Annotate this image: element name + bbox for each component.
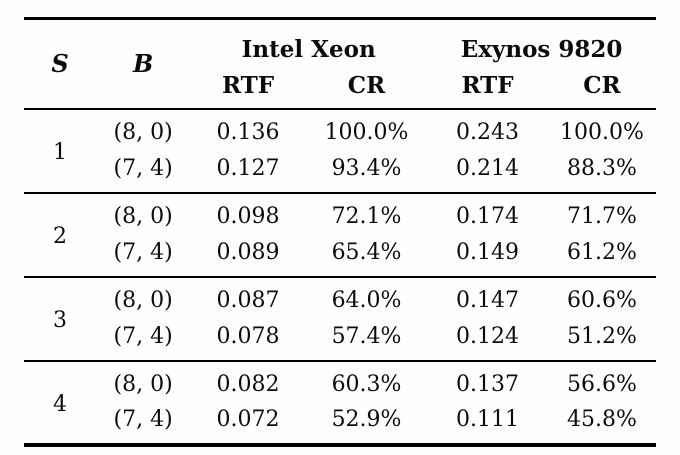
exynos-rtf-value: 0.147 <box>456 287 520 313</box>
table-header: S B Intel Xeon Exynos 9820 RTF CR RTF CR <box>24 19 656 109</box>
exynos-rtf-value: 0.174 <box>456 203 520 229</box>
xeon-rtf-value: 0.098 <box>216 203 280 229</box>
b-value: (8, 0) <box>113 203 173 229</box>
exynos-rtf-value: 0.243 <box>456 119 520 145</box>
exynos-cr-value: 51.2% <box>567 323 637 349</box>
s-value: 4 <box>53 391 68 417</box>
results-table: S B Intel Xeon Exynos 9820 RTF CR RTF CR… <box>24 17 656 447</box>
group-s1: 1 (8, 0) 0.136 100.0% 0.243 100.0% (7, 4… <box>24 109 656 193</box>
xeon-cr-value: 93.4% <box>331 155 402 181</box>
s-value: 3 <box>53 308 68 334</box>
exynos-rtf-value: 0.124 <box>456 323 520 349</box>
column-group-intel-xeon: Intel Xeon <box>241 36 376 64</box>
b-value: (8, 0) <box>113 119 173 145</box>
s-value: 1 <box>53 140 68 166</box>
b-value: (7, 4) <box>113 323 173 349</box>
xeon-rtf-value: 0.082 <box>216 371 280 397</box>
column-header-exynos-rtf: RTF <box>461 72 514 99</box>
table-row: (7, 4) 0.078 57.4% 0.124 51.2% <box>24 319 656 361</box>
exynos-cr-value: 100.0% <box>560 119 644 145</box>
table-row: (7, 4) 0.127 93.4% 0.214 88.3% <box>24 151 656 193</box>
table-row: 1 (8, 0) 0.136 100.0% 0.243 100.0% <box>24 109 656 166</box>
table-row: 3 (8, 0) 0.087 64.0% 0.147 60.6% <box>24 277 656 334</box>
xeon-cr-value: 57.4% <box>331 323 402 349</box>
exynos-rtf-value: 0.149 <box>456 239 520 265</box>
xeon-rtf-value: 0.072 <box>216 407 280 433</box>
xeon-cr-value: 52.9% <box>331 407 402 433</box>
xeon-cr-value: 64.0% <box>331 287 402 313</box>
xeon-rtf-value: 0.078 <box>216 323 280 349</box>
column-header-b: B <box>132 49 154 79</box>
b-value: (8, 0) <box>113 371 173 397</box>
group-s4: 4 (8, 0) 0.082 60.3% 0.137 56.6% (7, 4) … <box>24 361 656 445</box>
xeon-rtf-value: 0.089 <box>216 239 280 265</box>
b-value: (7, 4) <box>113 155 173 181</box>
column-header-xeon-rtf: RTF <box>221 72 275 99</box>
column-header-exynos-cr: CR <box>583 72 621 99</box>
column-group-exynos-9820: Exynos 9820 <box>460 36 623 64</box>
table-row: 4 (8, 0) 0.082 60.3% 0.137 56.6% <box>24 361 656 417</box>
exynos-cr-value: 88.3% <box>567 155 637 181</box>
exynos-cr-value: 60.6% <box>567 287 637 313</box>
group-s3: 3 (8, 0) 0.087 64.0% 0.147 60.6% (7, 4) … <box>24 277 656 361</box>
exynos-rtf-value: 0.137 <box>456 371 520 397</box>
b-value: (7, 4) <box>113 407 173 433</box>
exynos-cr-value: 56.6% <box>567 371 637 397</box>
exynos-rtf-value: 0.111 <box>456 407 520 433</box>
exynos-cr-value: 61.2% <box>567 239 637 265</box>
exynos-cr-value: 71.7% <box>567 203 637 229</box>
xeon-cr-value: 100.0% <box>324 119 409 145</box>
table-row: (7, 4) 0.089 65.4% 0.149 61.2% <box>24 235 656 277</box>
column-header-s: S <box>51 49 69 79</box>
xeon-cr-value: 72.1% <box>331 203 402 229</box>
xeon-cr-value: 65.4% <box>331 239 402 265</box>
xeon-rtf-value: 0.136 <box>216 119 280 145</box>
exynos-cr-value: 45.8% <box>567 407 637 433</box>
group-s2: 2 (8, 0) 0.098 72.1% 0.174 71.7% (7, 4) … <box>24 193 656 277</box>
exynos-rtf-value: 0.214 <box>456 155 520 181</box>
b-value: (7, 4) <box>113 239 173 265</box>
table-row: 2 (8, 0) 0.098 72.1% 0.174 71.7% <box>24 193 656 250</box>
xeon-rtf-value: 0.087 <box>216 287 280 313</box>
column-header-xeon-cr: CR <box>347 72 386 99</box>
xeon-cr-value: 60.3% <box>331 371 402 397</box>
table-row: (7, 4) 0.072 52.9% 0.111 45.8% <box>24 403 656 445</box>
xeon-rtf-value: 0.127 <box>216 155 280 181</box>
b-value: (8, 0) <box>113 287 173 313</box>
s-value: 2 <box>53 224 68 250</box>
